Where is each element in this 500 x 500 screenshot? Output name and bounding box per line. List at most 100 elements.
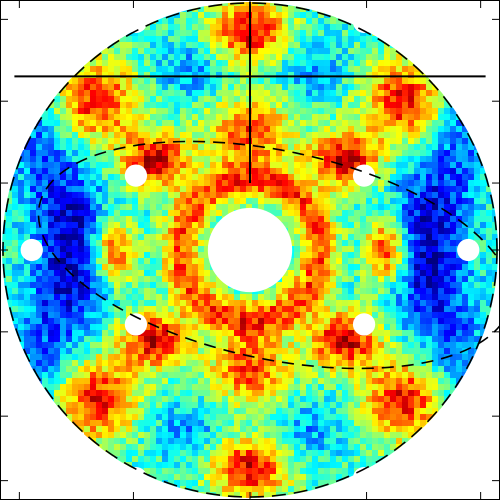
heatmap-cell: [450, 150, 457, 157]
heatmap-cell: [378, 354, 385, 361]
heatmap-cell: [30, 276, 37, 283]
heatmap-cell: [438, 198, 445, 205]
heatmap-cell: [84, 342, 91, 349]
heatmap-cell: [78, 180, 85, 187]
heatmap-cell: [300, 78, 307, 85]
heatmap-cell: [174, 264, 181, 271]
heatmap-cell: [384, 240, 391, 247]
heatmap-cell: [66, 222, 73, 229]
heatmap-cell: [432, 282, 439, 289]
heatmap-cell: [276, 180, 283, 187]
heatmap-cell: [306, 246, 313, 253]
heatmap-cell: [312, 330, 319, 337]
heatmap-cell: [294, 192, 301, 199]
heatmap-cell: [312, 228, 319, 235]
heatmap-cell: [210, 120, 217, 127]
heatmap-cell: [84, 336, 91, 343]
heatmap-cell: [24, 216, 31, 223]
heatmap-cell: [240, 204, 247, 211]
heatmap-cell: [156, 72, 163, 79]
heatmap-cell: [312, 192, 319, 199]
heatmap-cell: [54, 240, 61, 247]
heatmap-cell: [462, 270, 469, 277]
heatmap-cell: [54, 402, 61, 409]
heatmap-cell: [252, 348, 259, 355]
heatmap-cell: [402, 210, 409, 217]
heatmap-cell: [396, 216, 403, 223]
heatmap-cell: [396, 330, 403, 337]
heatmap-cell: [66, 342, 73, 349]
heatmap-cell: [186, 126, 193, 133]
heatmap-cell: [96, 360, 103, 367]
heatmap-cell: [384, 54, 391, 61]
heatmap-cell: [102, 84, 109, 91]
heatmap-cell: [402, 60, 409, 67]
heatmap-cell: [102, 150, 109, 157]
heatmap-cell: [126, 60, 133, 67]
heatmap-cell: [438, 114, 445, 121]
heatmap-cell: [444, 132, 451, 139]
heatmap-cell: [150, 402, 157, 409]
heatmap-cell: [210, 294, 217, 301]
heatmap-cell: [96, 72, 103, 79]
heatmap-cell: [474, 258, 481, 265]
heatmap-cell: [216, 114, 223, 121]
heatmap-cell: [198, 282, 205, 289]
heatmap-cell: [354, 288, 361, 295]
heatmap-cell: [138, 48, 145, 55]
heatmap-cell: [336, 336, 343, 343]
heatmap-cell: [438, 330, 445, 337]
heatmap-cell: [36, 138, 43, 145]
heatmap-cell: [432, 144, 439, 151]
heatmap-cell: [120, 426, 127, 433]
heatmap-cell: [378, 324, 385, 331]
heatmap-cell: [156, 174, 163, 181]
heatmap-cell: [222, 48, 229, 55]
heatmap-cell: [114, 258, 121, 265]
heatmap-cell: [120, 264, 127, 271]
heatmap-cell: [222, 330, 229, 337]
heatmap-cell: [240, 150, 247, 157]
heatmap-cell: [336, 318, 343, 325]
heatmap-cell: [144, 210, 151, 217]
heatmap-cell: [114, 234, 121, 241]
heatmap-cell: [336, 24, 343, 31]
heatmap-cell: [294, 30, 301, 37]
heatmap-cell: [390, 96, 397, 103]
heatmap-cell: [138, 198, 145, 205]
heatmap-cell: [138, 354, 145, 361]
heatmap-cell: [150, 336, 157, 343]
heatmap-cell: [108, 144, 115, 151]
heatmap-cell: [240, 126, 247, 133]
heatmap-cell: [396, 228, 403, 235]
heatmap-cell: [240, 90, 247, 97]
heatmap-cell: [174, 78, 181, 85]
heatmap-cell: [336, 288, 343, 295]
heatmap-cell: [426, 324, 433, 331]
heatmap-cell: [360, 54, 367, 61]
heatmap-cell: [246, 312, 253, 319]
heatmap-cell: [426, 96, 433, 103]
heatmap-cell: [426, 342, 433, 349]
heatmap-cell: [240, 42, 247, 49]
heatmap-cell: [90, 312, 97, 319]
heatmap-cell: [474, 222, 481, 229]
heatmap-cell: [204, 150, 211, 157]
heatmap-cell: [144, 108, 151, 115]
heatmap-cell: [198, 324, 205, 331]
heatmap-cell: [402, 120, 409, 127]
heatmap-cell: [252, 12, 259, 19]
heatmap-cell: [210, 402, 217, 409]
heatmap-cell: [126, 72, 133, 79]
heatmap-cell: [348, 324, 355, 331]
heatmap-cell: [390, 156, 397, 163]
heatmap-cell: [378, 264, 385, 271]
heatmap-cell: [90, 264, 97, 271]
heatmap-cell: [390, 42, 397, 49]
heatmap-cell: [288, 210, 295, 217]
heatmap-cell: [108, 306, 115, 313]
heatmap-cell: [54, 258, 61, 265]
heatmap-cell: [150, 72, 157, 79]
heatmap-cell: [24, 234, 31, 241]
heatmap-cell: [300, 54, 307, 61]
